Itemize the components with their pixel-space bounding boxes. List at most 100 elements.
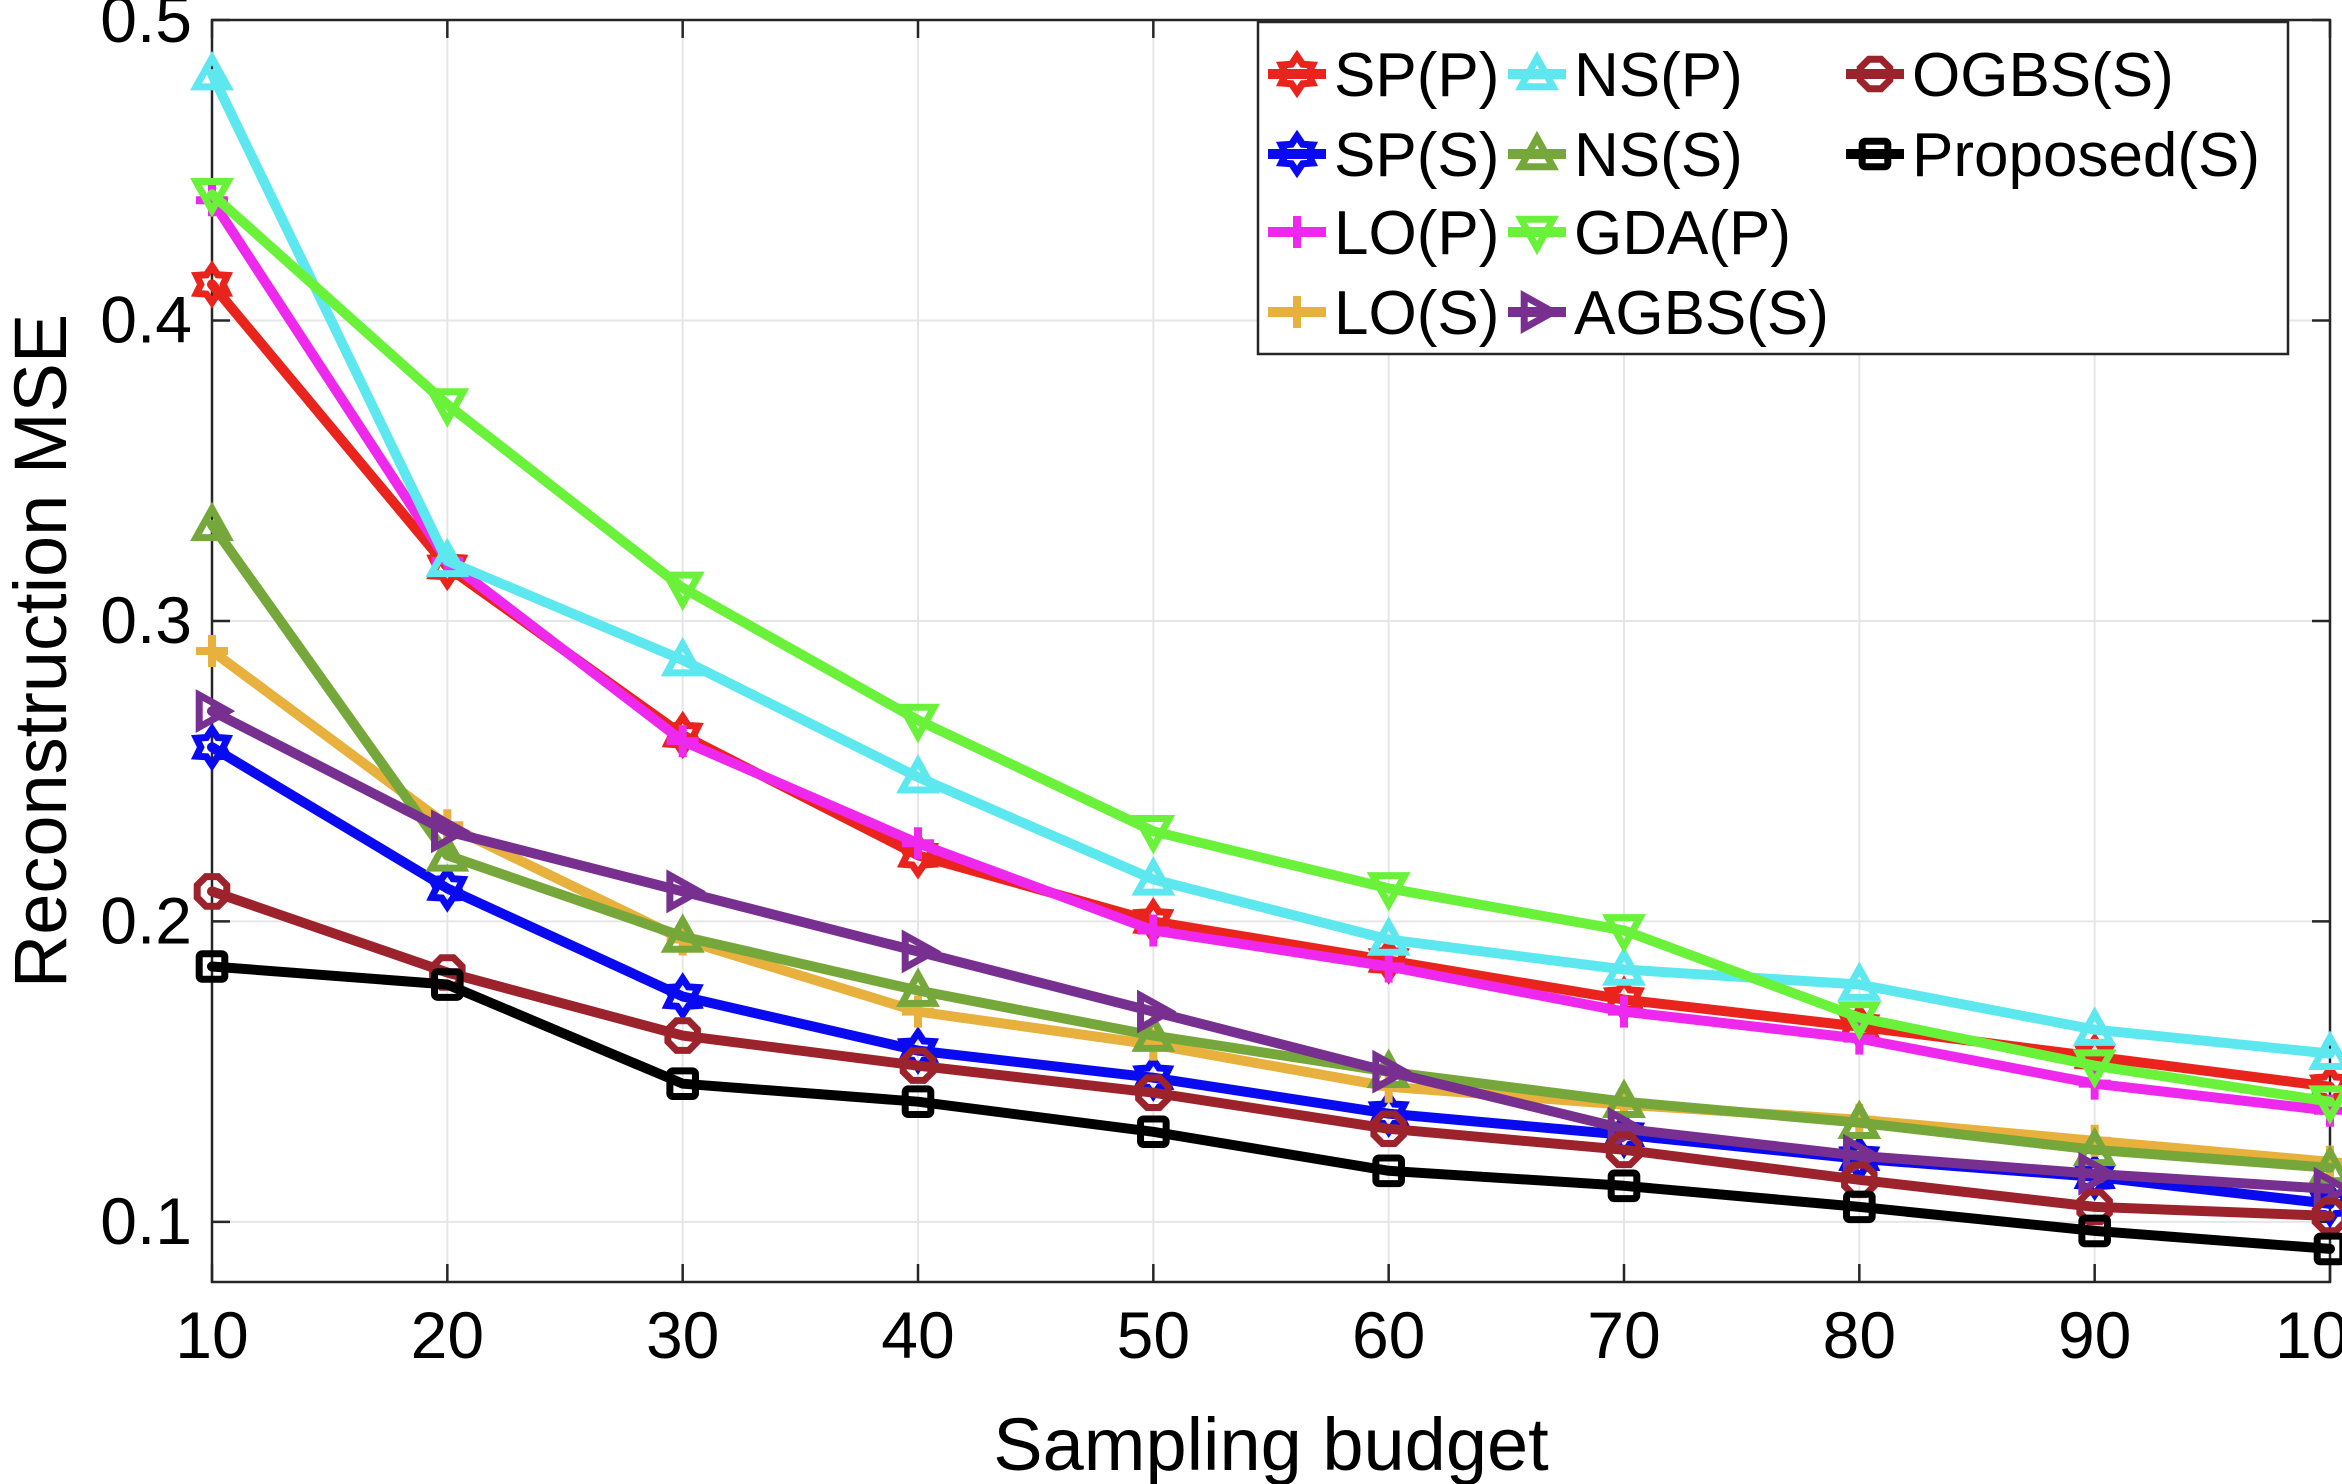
data-point-gda-p	[2308, 1085, 2342, 1125]
legend-label: NS(P)	[1574, 41, 1743, 110]
data-point-sp-s	[190, 722, 234, 772]
data-point-ogbs-s	[664, 1017, 701, 1054]
legend-item-sp-p: SP(P)	[1268, 41, 1499, 110]
legend-label: Proposed(S)	[1912, 121, 2260, 190]
data-point-lo-p	[1372, 950, 1405, 983]
data-point-agbs-s	[901, 929, 942, 974]
y-axis-label: Reconstruction MSE	[0, 314, 82, 989]
legend-swatch-marker	[1520, 290, 1561, 334]
series-line-ogbs-s	[207, 886, 2335, 1221]
legend-swatch-marker	[1281, 296, 1313, 328]
legend-swatch-marker	[1275, 129, 1319, 179]
data-point-ns-s	[1837, 1099, 1882, 1140]
legend-swatch-marker	[1275, 49, 1319, 99]
legend-label: SP(S)	[1334, 121, 1499, 190]
data-point-proposed-s	[666, 1067, 699, 1100]
series-line-agbs-s	[207, 706, 2335, 1194]
legend-swatch-marker	[1858, 137, 1892, 171]
legend-item-ns-p: NS(P)	[1508, 41, 1743, 110]
data-point-proposed-s	[2078, 1214, 2111, 1248]
data-point-proposed-s	[431, 968, 464, 1001]
data-point-ns-p	[425, 537, 470, 578]
series-ns-p	[190, 50, 2342, 1070]
legend-item-proposed-s: Proposed(S)	[1846, 121, 2260, 190]
data-point-agbs-s	[195, 689, 236, 734]
data-point-proposed-s	[901, 1085, 935, 1119]
data-point-gda-p	[1366, 872, 1411, 912]
legend-swatch-marker	[1515, 50, 1559, 91]
data-point-ogbs-s	[1370, 1110, 1407, 1147]
legend-label: LO(P)	[1334, 199, 1499, 268]
data-point-ogbs-s	[1135, 1074, 1172, 1111]
data-point-ns-s	[1602, 1078, 1646, 1119]
data-point-sp-s	[661, 972, 704, 1021]
x-tick-label: 80	[1823, 1298, 1896, 1372]
legend-label: NS(S)	[1574, 121, 1743, 190]
series-line-sp-p	[207, 279, 2335, 1092]
data-point-ns-s	[190, 501, 234, 542]
x-tick-label: 30	[646, 1298, 719, 1372]
legend-item-ogbs-s: OGBS(S)	[1846, 41, 2174, 110]
data-point-ns-p	[190, 50, 234, 91]
data-point-agbs-s	[431, 809, 471, 854]
data-point-ns-p	[2072, 1006, 2117, 1046]
legend-label: SP(P)	[1334, 41, 1499, 110]
data-point-sp-p	[190, 260, 234, 309]
legend-item-ns-s: NS(S)	[1508, 121, 1743, 190]
data-point-lo-p	[1137, 914, 1170, 947]
x-tick-label: 10	[175, 1298, 248, 1372]
series-line-gda-p	[207, 189, 2335, 1107]
legend-swatch-marker	[1515, 130, 1559, 171]
legend: SP(P) SP(S) LO(P) LO(S) NS(P) NS(S) GDA(P) AGBS…	[1256, 20, 2290, 356]
series-layer	[190, 50, 2342, 1266]
data-point-sp-s	[426, 864, 469, 913]
data-point-ns-p	[1131, 856, 1176, 896]
legend-item-sp-s: SP(S)	[1268, 121, 1499, 190]
legend-label: LO(S)	[1334, 279, 1499, 348]
series-line-lo-s	[207, 646, 2335, 1167]
data-point-agbs-s	[1137, 989, 1177, 1034]
series-agbs-s	[195, 689, 2342, 1211]
data-point-gda-p	[2072, 1049, 2117, 1089]
data-point-ns-p	[896, 753, 940, 794]
data-point-ns-s	[896, 967, 940, 1007]
x-tick-label: 20	[411, 1298, 484, 1372]
data-point-gda-p	[425, 388, 470, 428]
series-line-proposed-s	[207, 961, 2335, 1254]
data-point-lo-p	[1608, 995, 1640, 1028]
series-line-lo-p	[207, 195, 2335, 1116]
data-point-ns-s	[660, 913, 705, 953]
data-point-ns-p	[1837, 961, 1882, 1001]
y-tick-label: 0.1	[100, 1184, 192, 1258]
data-point-ns-p	[2308, 1030, 2342, 1070]
y-tick-label: 0.2	[100, 883, 192, 957]
data-point-ns-p	[660, 636, 705, 677]
data-point-proposed-s	[1843, 1190, 1876, 1224]
data-point-ns-p	[1366, 916, 1411, 956]
data-point-proposed-s	[195, 950, 229, 983]
legend-item-agbs-s: AGBS(S)	[1508, 279, 1829, 348]
data-point-proposed-s	[1607, 1169, 1641, 1203]
x-tick-label: 40	[881, 1298, 954, 1372]
series-gda-p	[190, 177, 2342, 1125]
series-line-ns-s	[207, 519, 2335, 1173]
series-line-ns-p	[207, 69, 2335, 1059]
x-tick-label: 90	[2058, 1298, 2131, 1372]
legend-item-lo-p: LO(P)	[1268, 199, 1499, 268]
data-point-gda-p	[896, 703, 940, 744]
data-point-proposed-s	[2313, 1232, 2342, 1266]
legend-swatch-marker	[1281, 216, 1313, 248]
x-tick-label: 50	[1117, 1298, 1190, 1372]
legend-swatch-marker	[1856, 55, 1894, 93]
y-tick-label: 0.3	[100, 583, 192, 657]
data-point-ns-p	[1602, 946, 1646, 986]
x-tick-label: 100	[2275, 1298, 2342, 1372]
data-point-gda-p	[1131, 814, 1176, 855]
data-point-lo-p	[666, 725, 699, 758]
data-point-proposed-s	[1372, 1154, 1405, 1188]
x-tick-label: 70	[1587, 1298, 1660, 1372]
data-point-agbs-s	[1372, 1049, 1412, 1094]
data-point-gda-p	[1837, 1001, 1882, 1041]
legend-item-lo-s: LO(S)	[1268, 279, 1499, 348]
